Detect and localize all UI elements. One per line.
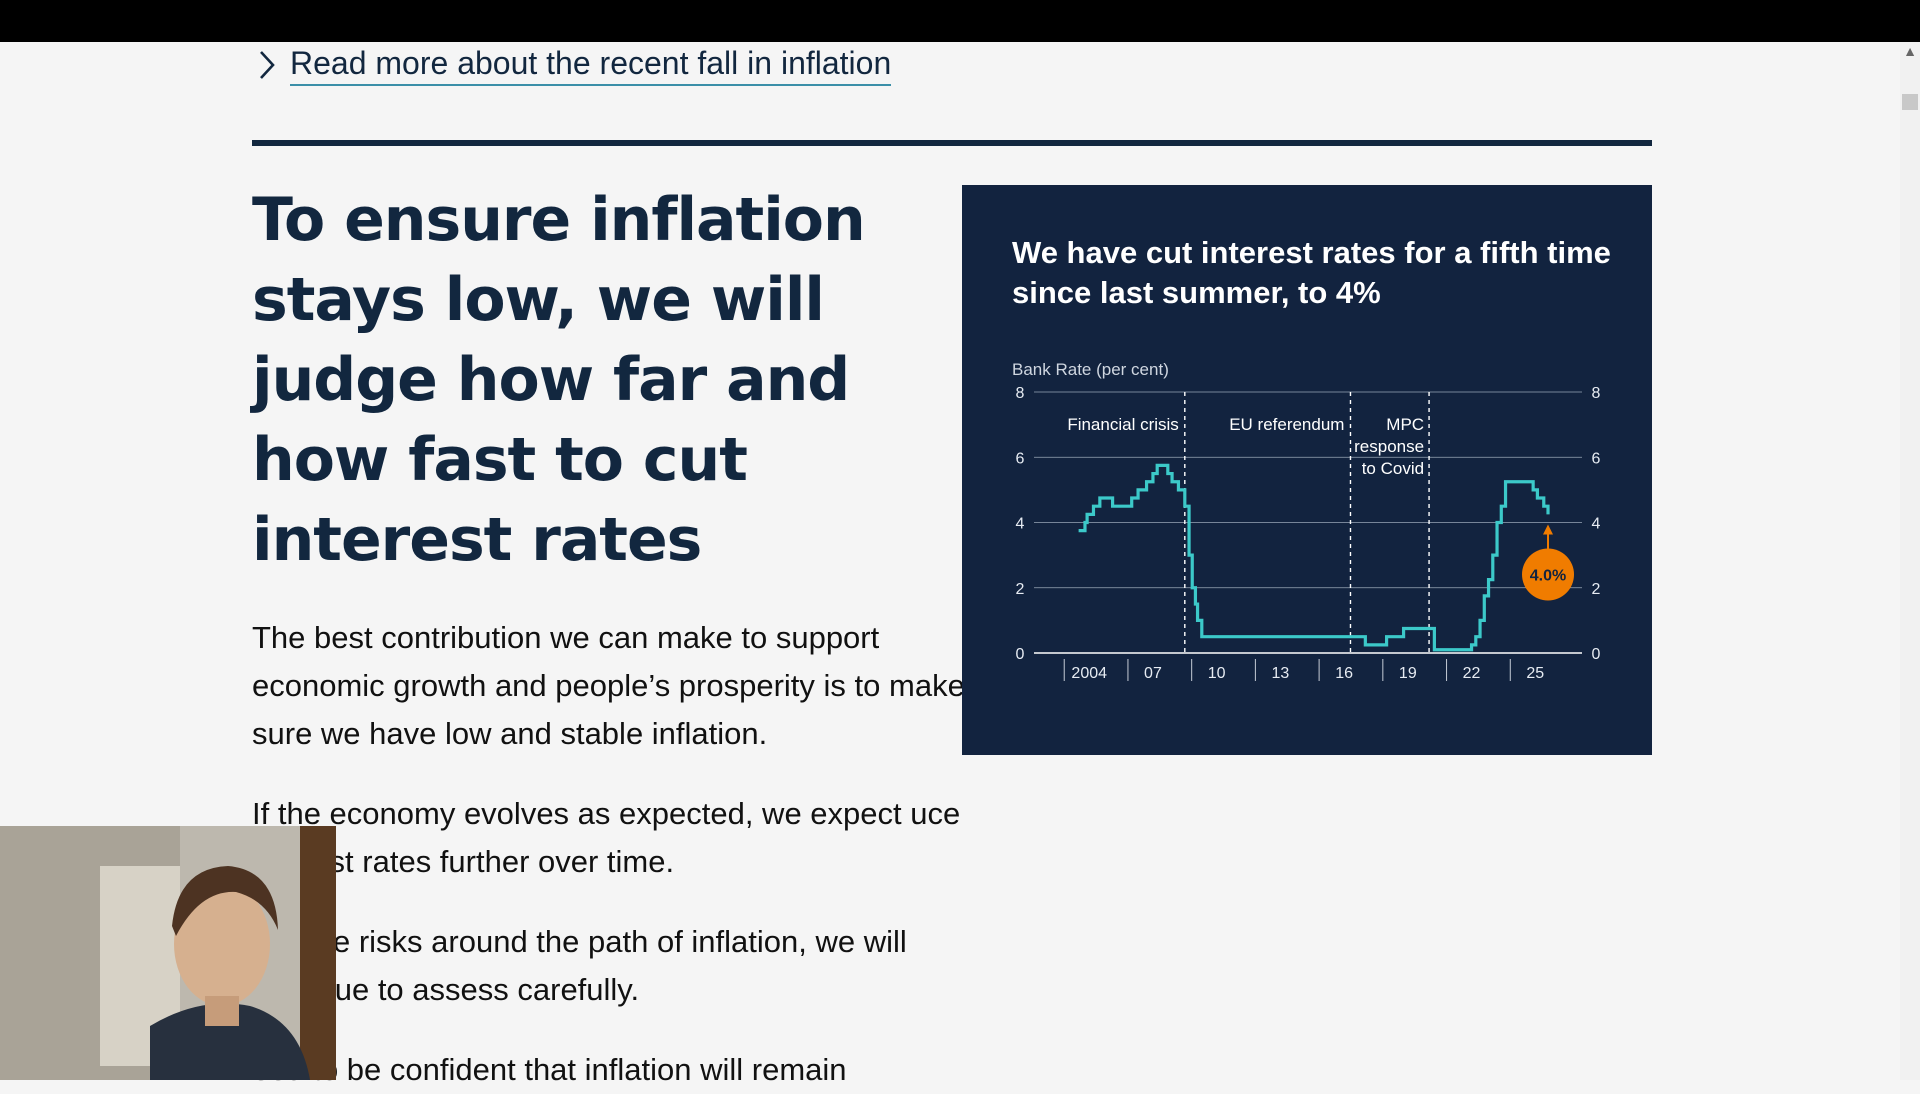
body-paragraph: eed to be confident that inflation will … — [252, 1052, 847, 1087]
y-tick-label-right: 8 — [1592, 385, 1601, 402]
y-axis-label: Bank Rate (per cent) — [1012, 360, 1169, 379]
y-tick-label-left: 6 — [1016, 450, 1025, 467]
body-paragraph: ere are risks around the path of inflati… — [252, 924, 907, 1007]
read-more-label: Read more about the recent fall in infla… — [290, 44, 892, 86]
section-headline: To ensure inflation stays low, we will j… — [252, 185, 866, 575]
y-tick-label-left: 8 — [1016, 385, 1025, 402]
x-tick-label: 19 — [1399, 665, 1417, 682]
scrollbar-thumb[interactable] — [1902, 94, 1918, 110]
x-tick-label: 22 — [1463, 665, 1481, 682]
chevron-right-icon — [260, 51, 275, 79]
read-more-link[interactable]: Read more about the recent fall in infla… — [258, 44, 892, 86]
callout-arrow-head-icon — [1543, 524, 1554, 535]
x-tick-label: 2004 — [1071, 665, 1107, 682]
y-tick-label-left: 0 — [1016, 646, 1025, 663]
callout-badge — [1522, 548, 1575, 601]
annotation-financial-crisis: Financial crisis — [1067, 415, 1178, 434]
vertical-scrollbar[interactable] — [1900, 42, 1920, 1080]
x-tick-label: 07 — [1144, 665, 1162, 682]
x-tick-label: 13 — [1271, 665, 1289, 682]
annotation-mpc-covid: MPC response to Covid — [1354, 415, 1424, 478]
x-tick-label: 10 — [1208, 665, 1226, 682]
y-tick-label-left: 4 — [1016, 516, 1025, 533]
x-tick-label: 16 — [1335, 665, 1353, 682]
callout-label: 4.0% — [1530, 568, 1566, 585]
x-tick-label: 25 — [1526, 665, 1544, 682]
webcam-overlay — [0, 826, 336, 1080]
y-tick-label-right: 4 — [1592, 516, 1601, 533]
browser-top-bar — [0, 0, 1920, 42]
body-paragraph: If the economy evolves as expected, we e… — [252, 796, 961, 879]
annotation-eu-referendum: EU referendum — [1229, 415, 1344, 434]
chart-title: We have cut interest rates for a fifth t… — [1012, 235, 1611, 310]
y-tick-label-left: 2 — [1016, 581, 1025, 598]
y-tick-label-right: 2 — [1592, 581, 1601, 598]
body-paragraph: The best contribution we can make to sup… — [252, 620, 965, 751]
scroll-up-arrow-icon[interactable]: ▲ — [1903, 43, 1917, 59]
y-tick-label-right: 6 — [1592, 450, 1601, 467]
bank-rate-chart-card: We have cut interest rates for a fifth t… — [962, 185, 1652, 755]
bank-rate-line — [1078, 463, 1550, 652]
section-divider — [252, 140, 1652, 146]
y-tick-label-right: 0 — [1592, 646, 1601, 663]
webcam-feed — [0, 826, 336, 1080]
